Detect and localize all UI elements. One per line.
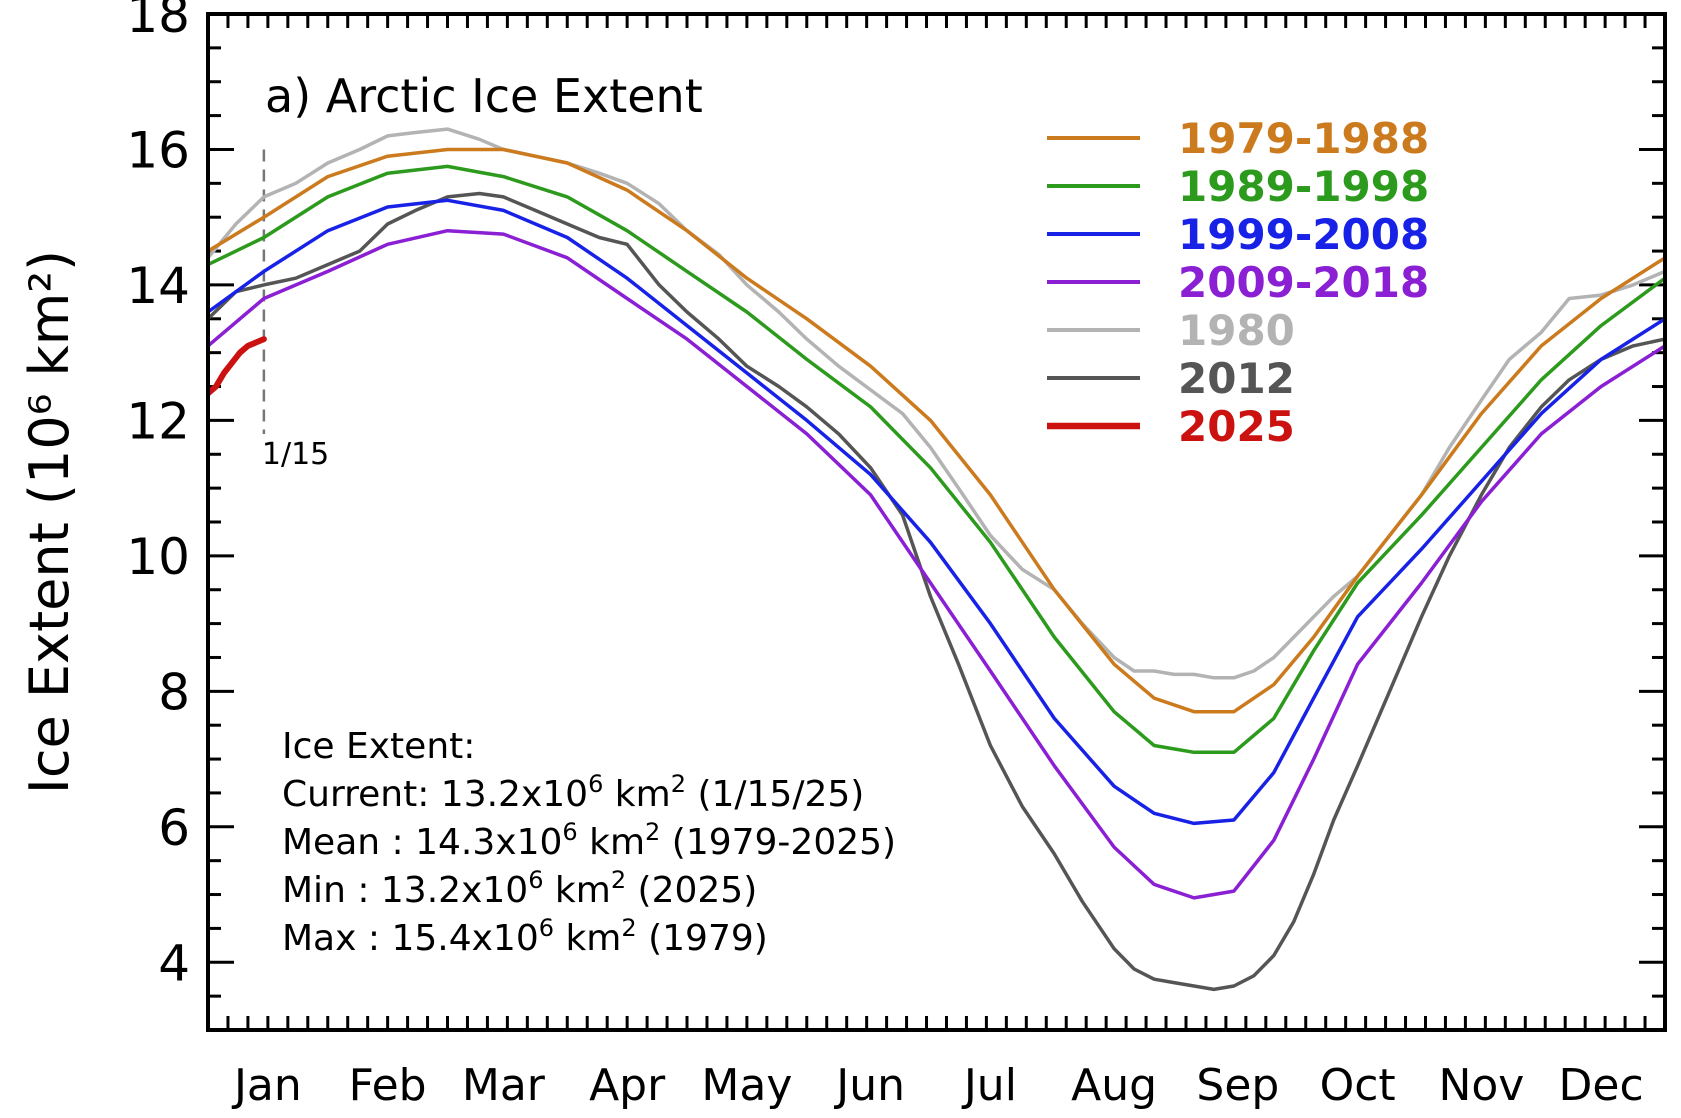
stats-panel: Ice Extent: Current: 13.2x106 km2 (1/15/… [282, 726, 896, 959]
series-line-2009-2018 [208, 228, 1665, 900]
stats-row: Min : 13.2x106 km2 (2025) [282, 866, 757, 911]
legend-label: 2012 [1178, 354, 1295, 403]
x-tick-label: Jun [833, 1060, 905, 1111]
series-line-2025 [208, 336, 267, 397]
legend-label: 1980 [1178, 306, 1295, 355]
series-lines [208, 127, 1665, 992]
series-line-1980 [208, 127, 1665, 680]
series-line-1989-1998 [208, 164, 1665, 755]
series-line-1979-1988 [208, 147, 1665, 714]
legend-label: 2025 [1178, 402, 1295, 451]
y-tick-label: 14 [126, 257, 190, 315]
x-tick-label: Jul [961, 1060, 1017, 1111]
y-tick-label: 8 [158, 663, 190, 721]
y-axis-tick-labels: 4 6 8 10 12 14 16 18 [126, 0, 190, 992]
legend: 1979-19881989-19981999-20082009-20181980… [1047, 114, 1429, 451]
x-tick-label: Dec [1559, 1060, 1644, 1111]
plot-frame [206, 12, 1667, 1032]
y-tick-label: 12 [126, 392, 190, 450]
stats-heading: Ice Extent: [282, 726, 475, 767]
stats-row: Max : 15.4x106 km2 (1979) [282, 914, 768, 959]
chart-title: a) Arctic Ice Extent [265, 69, 703, 123]
x-tick-label: Oct [1320, 1060, 1396, 1111]
x-tick-label: Aug [1071, 1060, 1157, 1111]
date-marker-label: 1/15 [262, 437, 329, 472]
y-tick-label: 4 [158, 934, 190, 992]
x-tick-label: Nov [1438, 1060, 1524, 1111]
series-line-2012 [208, 191, 1665, 992]
x-axis-ticks [206, 14, 1667, 1030]
x-tick-label: Apr [589, 1060, 666, 1111]
legend-label: 1989-1998 [1178, 162, 1429, 211]
y-tick-label: 10 [126, 528, 190, 586]
series-line-1999-2008 [208, 198, 1665, 826]
x-tick-label: Jan [231, 1060, 302, 1111]
x-tick-label: Mar [462, 1060, 546, 1111]
x-tick-label: May [701, 1060, 792, 1111]
y-tick-label: 16 [126, 121, 190, 179]
x-tick-label: Sep [1196, 1060, 1279, 1111]
y-tick-label: 18 [126, 0, 190, 44]
legend-label: 2009-2018 [1178, 258, 1429, 307]
stats-row: Current: 13.2x106 km2 (1/15/25) [282, 770, 864, 815]
y-axis-label: Ice Extent (10⁶ km²) [18, 250, 81, 794]
legend-label: 1979-1988 [1178, 114, 1429, 163]
x-tick-label: Feb [349, 1060, 427, 1111]
legend-label: 1999-2008 [1178, 210, 1429, 259]
x-axis-month-labels: Jan Feb Mar Apr May Jun Jul Aug Sep Oct Nov Dec [231, 1060, 1644, 1111]
stats-row: Mean : 14.3x106 km2 (1979-2025) [282, 818, 896, 863]
y-tick-label: 6 [158, 799, 190, 857]
